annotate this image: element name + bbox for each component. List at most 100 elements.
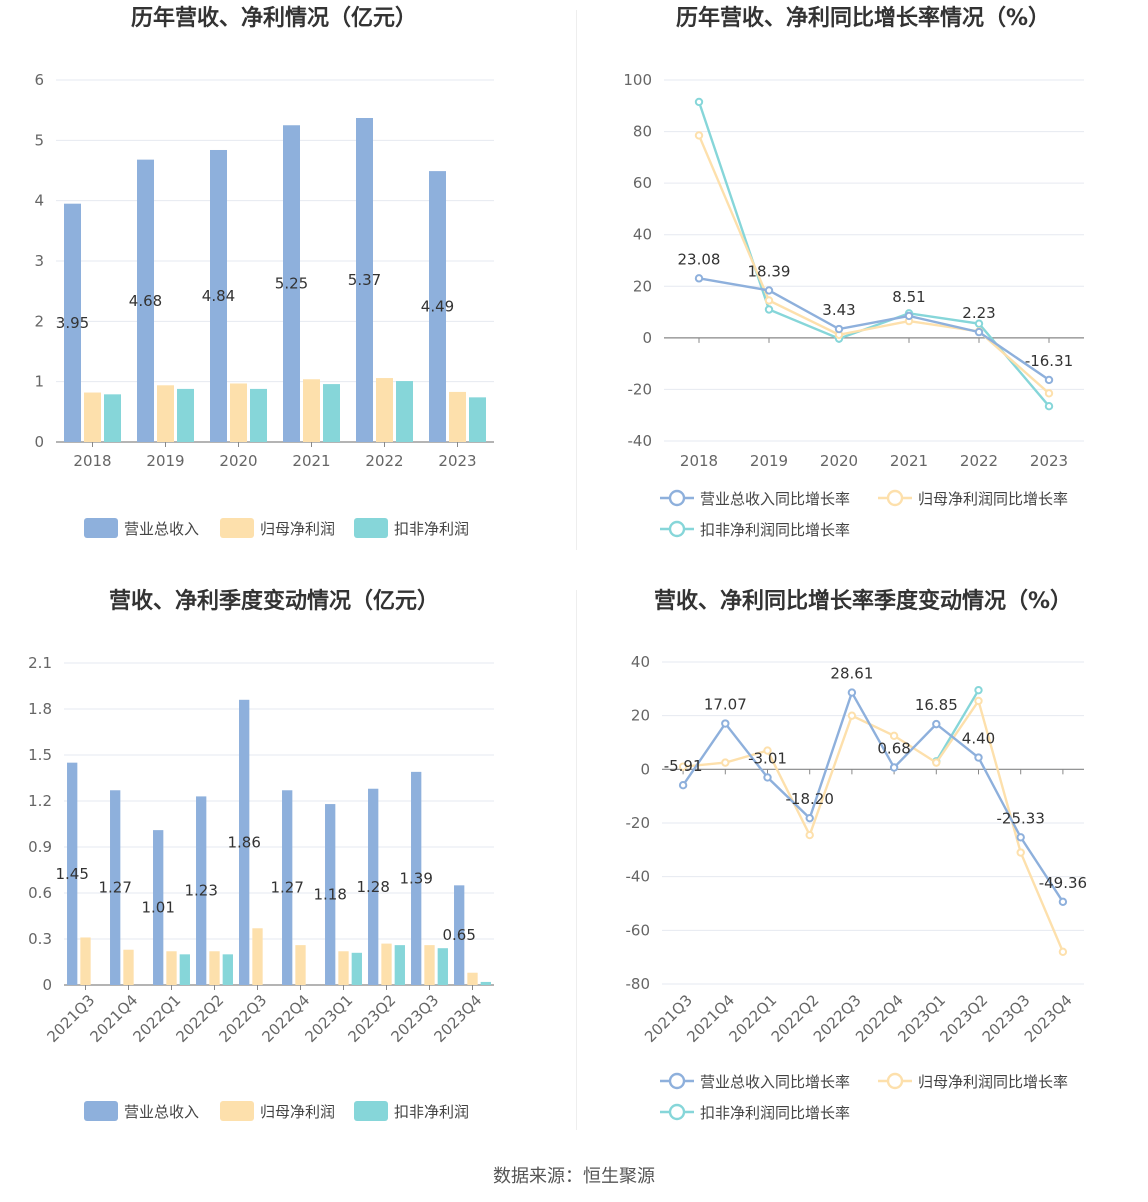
- x-tick-label: 2018: [680, 452, 718, 470]
- series-point: [763, 773, 772, 782]
- series-line-deducted-profit: [697, 101, 1050, 407]
- series-point: [1058, 897, 1068, 906]
- bar-revenue: [411, 771, 422, 985]
- bar-deducted-profit: [104, 394, 121, 442]
- bar-revenue: [210, 149, 227, 442]
- series-point: [847, 711, 857, 720]
- bar-net-profit: [252, 928, 263, 985]
- y-tick-label: 0.3: [28, 930, 52, 948]
- bar-revenue: [110, 790, 121, 985]
- divider-top: [576, 10, 577, 550]
- series-point: [694, 131, 704, 140]
- legend-marker: [886, 1072, 904, 1090]
- bar-net-profit: [376, 378, 393, 442]
- series-point: [721, 758, 730, 767]
- data-label: 1.23: [184, 882, 217, 900]
- quarter-growth-line-chart: 营收、净利同比增长率季度变动情况（%）-80-60-40-20020402021…: [626, 588, 1088, 1122]
- bar-net-profit: [449, 391, 466, 442]
- bar-revenue: [325, 804, 336, 985]
- data-label: 0.65: [442, 926, 475, 944]
- bar-revenue: [67, 762, 78, 985]
- y-tick-label: 2: [34, 312, 44, 330]
- quarter-line-title: 营收、净利同比增长率季度变动情况（%）: [654, 588, 1072, 614]
- legend-label: 扣非净利润: [394, 1103, 469, 1121]
- bar-deducted-profit: [469, 397, 486, 442]
- legend-label: 扣非净利润同比增长率: [700, 1104, 850, 1122]
- bar-revenue: [196, 796, 207, 985]
- data-label: 4.49: [421, 298, 454, 316]
- data-label: 28.61: [830, 665, 873, 683]
- bar-net-profit: [424, 945, 435, 985]
- legend-label: 营业总收入同比增长率: [700, 490, 850, 508]
- legend-swatch: [354, 1101, 388, 1121]
- y-tick-label: 0.9: [28, 838, 52, 856]
- series-point: [834, 324, 844, 334]
- bar-deducted-profit: [396, 381, 413, 442]
- y-tick-label: -60: [626, 921, 651, 939]
- bar-revenue: [454, 885, 465, 985]
- quarter-bar-panel: 营收、净利季度变动情况（亿元） 0 0.3 0.6 0.9 1.2 1.5 1.8 2.1 202…: [0, 582, 574, 1162]
- series-line-revenue: [698, 277, 1050, 381]
- y-tick-label: 0.6: [28, 884, 52, 902]
- divider-bottom: [576, 590, 577, 1130]
- legend-label: 扣非净利润: [394, 520, 469, 538]
- series-line-net-profit: [697, 134, 1050, 395]
- bar-revenue: [239, 699, 250, 985]
- data-label: 4.84: [202, 287, 235, 305]
- bar-deducted-profit: [179, 954, 190, 985]
- bar-deducted-profit: [323, 384, 340, 442]
- x-tick-label: 2019: [750, 452, 788, 470]
- y-tick-label: 40: [631, 653, 650, 671]
- series-point: [805, 830, 814, 840]
- legend-marker: [668, 1103, 686, 1121]
- data-label: 3.95: [56, 314, 89, 332]
- bar-net-profit: [295, 945, 306, 985]
- series-point: [974, 685, 983, 695]
- data-label: 1.18: [313, 886, 346, 904]
- legend-label: 营业总收入: [124, 520, 199, 538]
- x-tick-label: 2023: [1030, 452, 1068, 470]
- bar-net-profit: [84, 392, 101, 442]
- data-label: 8.51: [892, 288, 925, 306]
- data-label: 1.39: [399, 869, 432, 887]
- annual-line-title: 历年营收、净利同比增长率情况（%）: [676, 5, 1050, 31]
- data-source: 数据来源：恒生聚源: [493, 1166, 655, 1187]
- bar-revenue: [64, 203, 81, 442]
- series-point: [889, 763, 899, 772]
- bar-deducted-profit: [222, 954, 233, 985]
- y-tick-label: 1.5: [28, 746, 52, 764]
- data-label: 23.08: [678, 250, 721, 268]
- annual-bar-panel: 历年营收、净利情况（亿元） 0 1 2 3 4 5 6 2018 2019 2020 2021 2022…: [0, 0, 574, 580]
- annual-bar-title: 历年营收、净利情况（亿元）: [131, 5, 417, 31]
- bar-revenue: [137, 159, 154, 442]
- bar-deducted-profit: [250, 388, 267, 442]
- bar-net-profit: [157, 385, 174, 442]
- y-tick-label: 40: [633, 226, 652, 244]
- x-tick-label: 2021: [292, 452, 330, 470]
- data-label: 17.07: [704, 696, 747, 714]
- bar-revenue: [153, 830, 164, 985]
- bar-net-profit: [80, 937, 91, 985]
- bar-net-profit: [123, 949, 134, 985]
- data-label: -5.91: [664, 757, 703, 775]
- bar-net-profit: [303, 379, 320, 442]
- bar-net-profit: [166, 951, 177, 985]
- bar-deducted-profit: [480, 981, 491, 985]
- data-label: 1.27: [98, 879, 131, 897]
- x-tick-label: 2020: [219, 452, 257, 470]
- bar-deducted-profit: [177, 388, 194, 442]
- series-point: [1016, 833, 1025, 842]
- bar-revenue: [283, 125, 300, 442]
- series-point: [694, 97, 704, 107]
- y-tick-label: 60: [633, 174, 652, 192]
- legend-label: 归母净利润: [260, 520, 335, 538]
- y-tick-label: 100: [623, 71, 652, 89]
- data-label: 2.23: [962, 304, 995, 322]
- x-tick-label: 2023Q4: [431, 991, 486, 1046]
- series-point: [721, 719, 730, 728]
- bar-revenue: [429, 171, 446, 442]
- legend-marker: [668, 1072, 686, 1090]
- y-tick-label: 2.1: [28, 654, 52, 672]
- legend-marker: [886, 489, 904, 507]
- y-tick-label: 1: [34, 373, 44, 391]
